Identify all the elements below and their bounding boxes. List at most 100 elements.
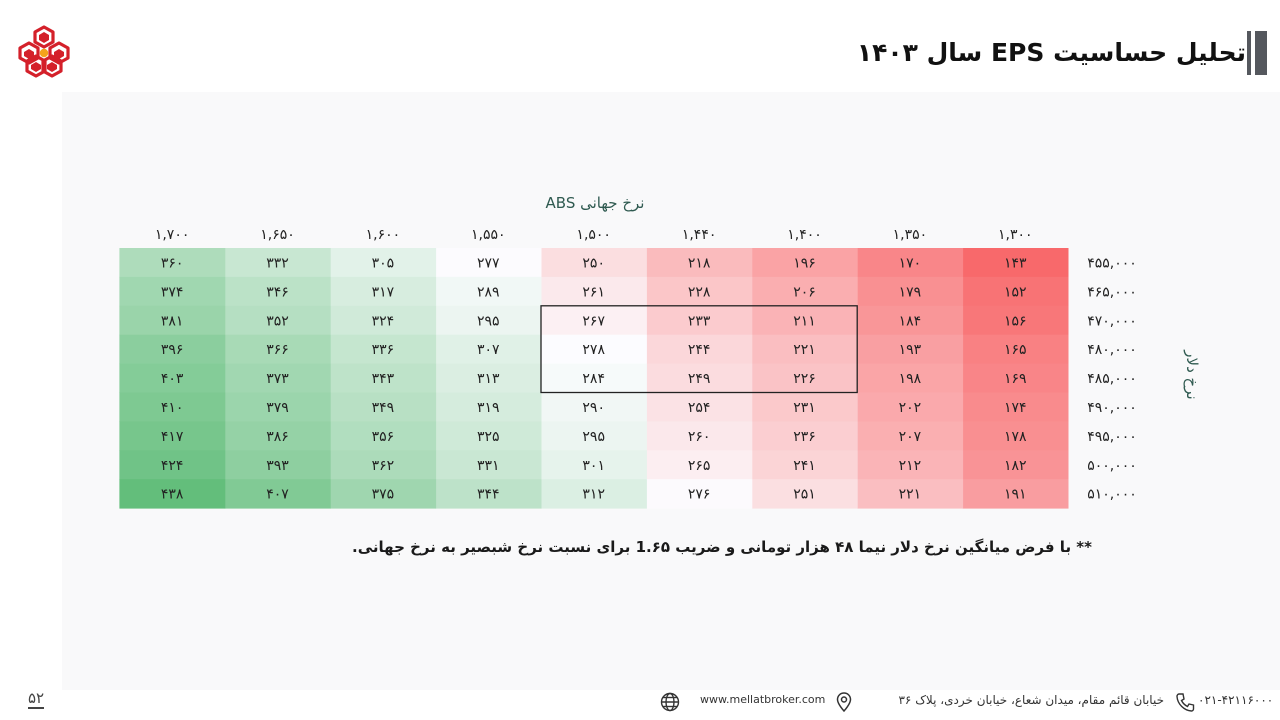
heatmap-cell	[330, 248, 437, 278]
heatmap-cell-value: ۲۲۱	[899, 487, 922, 503]
y-tick-label: ۴۵۵,۰۰۰	[1087, 255, 1137, 271]
heatmap-cell-value: ۱۹۳	[899, 342, 922, 358]
heatmap-cell	[435, 450, 542, 480]
heatmap-cell-value: ۳۷۴	[161, 284, 184, 300]
heatmap-cell	[541, 305, 647, 336]
heatmap-cell	[119, 479, 226, 509]
heatmap-cell-value: ۲۸۴	[582, 371, 605, 387]
heatmap-cell	[857, 305, 964, 336]
heatmap-cell-value: ۱۶۵	[1004, 342, 1027, 358]
heatmap-cell	[751, 334, 858, 365]
heatmap-cell-value: ۳۹۳	[266, 458, 289, 474]
heatmap-cell	[224, 305, 331, 336]
heatmap-cell	[224, 276, 331, 307]
heatmap-cell-value: ۳۱۲	[582, 487, 605, 503]
y-tick-label: ۴۷۰,۰۰۰	[1087, 313, 1137, 329]
heatmap-cell-value: ۱۵۲	[1004, 284, 1027, 300]
heatmap-cell-value: ۲۰۷	[899, 429, 922, 445]
heatmap-cell-value: ۲۵۴	[688, 400, 711, 416]
heatmap-cell	[330, 363, 437, 393]
heatmap-cell-value: ۱۸۴	[899, 313, 922, 329]
heatmap-cell-value: ۳۳۱	[477, 458, 500, 474]
heatmap-cell-value: ۳۰۵	[372, 255, 395, 271]
y-tick-label: ۴۶۵,۰۰۰	[1087, 284, 1137, 300]
location-icon	[836, 692, 852, 713]
heatmap-cell-value: ۲۳۶	[793, 429, 816, 445]
heatmap-cell-value: ۲۶۵	[688, 458, 711, 474]
heatmap-cell	[646, 450, 753, 480]
x-axis-title: نرخ جهانی ABS	[545, 194, 645, 212]
heatmap-cell-value: ۴۰۳	[161, 371, 184, 387]
heatmap-cell-value: ۳۴۳	[372, 371, 395, 387]
heatmap-cell-value: ۲۳۳	[688, 313, 711, 329]
page-title: تحلیل حساسیت EPS سال ۱۴۰۳	[856, 38, 1246, 67]
heatmap-cell	[541, 392, 647, 422]
heatmap-cell	[857, 450, 964, 480]
heatmap-cell-value: ۳۴۴	[477, 487, 500, 503]
heatmap-cell	[541, 450, 647, 480]
heatmap-cell	[119, 248, 226, 278]
heatmap-cell	[330, 305, 437, 336]
heatmap-cell-value: ۲۴۴	[688, 342, 711, 358]
heatmap-cell	[751, 305, 858, 336]
heatmap-cell	[224, 334, 331, 365]
heatmap-cell-value: ۳۷۵	[372, 487, 395, 503]
heatmap-cell-value: ۲۶۱	[582, 284, 605, 300]
heatmap-cell	[646, 479, 753, 509]
heatmap-cell-value: ۳۲۵	[477, 429, 500, 445]
heatmap-cell	[119, 450, 226, 480]
heatmap-cell-value: ۲۶۷	[582, 313, 605, 329]
heatmap-cell-value: ۲۹۵	[582, 429, 605, 445]
heatmap-cell-value: ۳۸۱	[161, 313, 184, 329]
heatmap-cell	[646, 363, 753, 393]
x-tick-label: ۱,۳۵۰	[893, 227, 928, 243]
heatmap-cell	[751, 421, 858, 451]
heatmap-cell	[646, 334, 753, 365]
heatmap-cell-value: ۳۶۶	[266, 342, 289, 358]
heatmap-cell	[119, 421, 226, 451]
heatmap-cell-value: ۴۱۷	[161, 429, 184, 445]
heatmap-cell	[962, 421, 1069, 451]
heatmap-cell-value: ۲۱۱	[793, 313, 816, 329]
heatmap-cell-value: ۳۹۶	[161, 342, 184, 358]
heatmap-cell	[646, 276, 753, 307]
heatmap-cell	[224, 392, 331, 422]
heatmap-cell	[751, 276, 858, 307]
heatmap-cell-value: ۳۷۹	[266, 400, 289, 416]
y-tick-label: ۵۰۰,۰۰۰	[1087, 458, 1137, 474]
heatmap-cell	[857, 363, 964, 393]
heatmap-cell	[541, 248, 647, 278]
heatmap-cell-value: ۱۷۴	[1004, 400, 1027, 416]
x-tick-label: ۱,۶۵۰	[260, 227, 295, 243]
heatmap-cell	[119, 334, 226, 365]
x-tick-label: ۱,۴۴۰	[682, 227, 717, 243]
y-tick-label: ۴۹۵,۰۰۰	[1087, 429, 1137, 445]
footer-website[interactable]: www.mellatbroker.com	[700, 693, 826, 706]
heatmap-cell-value: ۴۲۴	[161, 458, 184, 474]
heatmap-cell-value: ۲۷۶	[688, 487, 711, 503]
heatmap-cell-value: ۲۳۱	[793, 400, 816, 416]
heatmap-cell-value: ۲۲۱	[793, 342, 816, 358]
heatmap-cell	[646, 392, 753, 422]
heatmap-cell-value: ۲۹۰	[582, 400, 605, 416]
heatmap-cell	[541, 479, 647, 509]
heatmap-cell	[119, 305, 226, 336]
title-accent-bar-thin	[1247, 31, 1251, 75]
heatmap-cell	[435, 392, 542, 422]
heatmap-cell	[119, 392, 226, 422]
heatmap-cell	[751, 450, 858, 480]
heatmap-cell	[646, 248, 753, 278]
heatmap-cell	[962, 392, 1069, 422]
heatmap-cell	[541, 421, 647, 451]
heatmap-cell	[857, 248, 964, 278]
heatmap-cell	[646, 421, 753, 451]
heatmap-cell-value: ۱۷۸	[1004, 429, 1027, 445]
heatmap-cell-value: ۳۶۰	[161, 255, 184, 271]
heatmap-cell-value: ۳۴۶	[266, 284, 289, 300]
heatmap-cell	[962, 305, 1069, 336]
x-tick-label: ۱,۶۰۰	[366, 227, 401, 243]
globe-icon	[660, 692, 680, 712]
heatmap-cell-value: ۳۴۹	[372, 400, 395, 416]
heatmap-cell-value: ۲۸۹	[477, 284, 500, 300]
